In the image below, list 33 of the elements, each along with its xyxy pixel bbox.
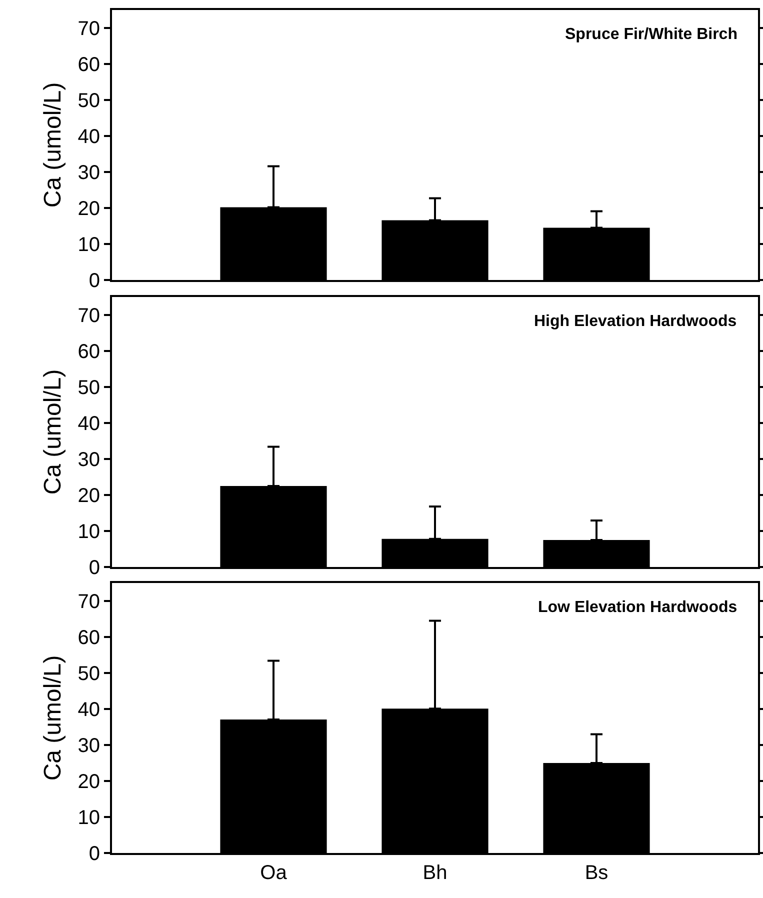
y-tick-label: 0	[88, 270, 100, 292]
y-tick-label: 10	[78, 521, 100, 543]
y-tick-label: 40	[78, 413, 100, 435]
y-axis-title: Ca (umol/L)	[39, 82, 66, 208]
y-tick-label: 10	[78, 234, 100, 256]
y-tick-label: 70	[78, 305, 100, 327]
y-axis-title: Ca (umol/L)	[39, 655, 66, 781]
y-tick-label: 20	[78, 198, 100, 220]
y-tick-label: 50	[78, 663, 100, 685]
y-tick-label: 10	[78, 807, 100, 829]
y-tick-label: 60	[78, 54, 100, 76]
y-tick-label: 60	[78, 627, 100, 649]
y-tick-label: 0	[88, 843, 100, 865]
y-tick-label: 40	[78, 126, 100, 148]
y-tick-label: 60	[78, 341, 100, 363]
y-tick-label: 30	[78, 735, 100, 757]
y-tick-label: 20	[78, 771, 100, 793]
x-tick-label: Bh	[422, 862, 448, 884]
x-tick-label: Oa	[260, 862, 288, 884]
y-tick-label: 70	[78, 18, 100, 40]
y-tick-label: 20	[78, 485, 100, 507]
y-tick-label: 40	[78, 699, 100, 721]
y-tick-label: 70	[78, 591, 100, 613]
text: Low Elevation Hardwoods	[538, 599, 738, 616]
y-tick-label: 30	[78, 449, 100, 471]
text: Spruce Fir/White Birch	[565, 26, 738, 43]
x-tick-label: Bs	[584, 862, 608, 884]
y-tick-label: 50	[78, 377, 100, 399]
y-tick-label: 30	[78, 162, 100, 184]
y-axis-title: Ca (umol/L)	[39, 369, 66, 495]
y-tick-label: 50	[78, 90, 100, 112]
text: High Elevation Hardwoods	[534, 313, 737, 330]
y-tick-label: 0	[88, 557, 100, 579]
